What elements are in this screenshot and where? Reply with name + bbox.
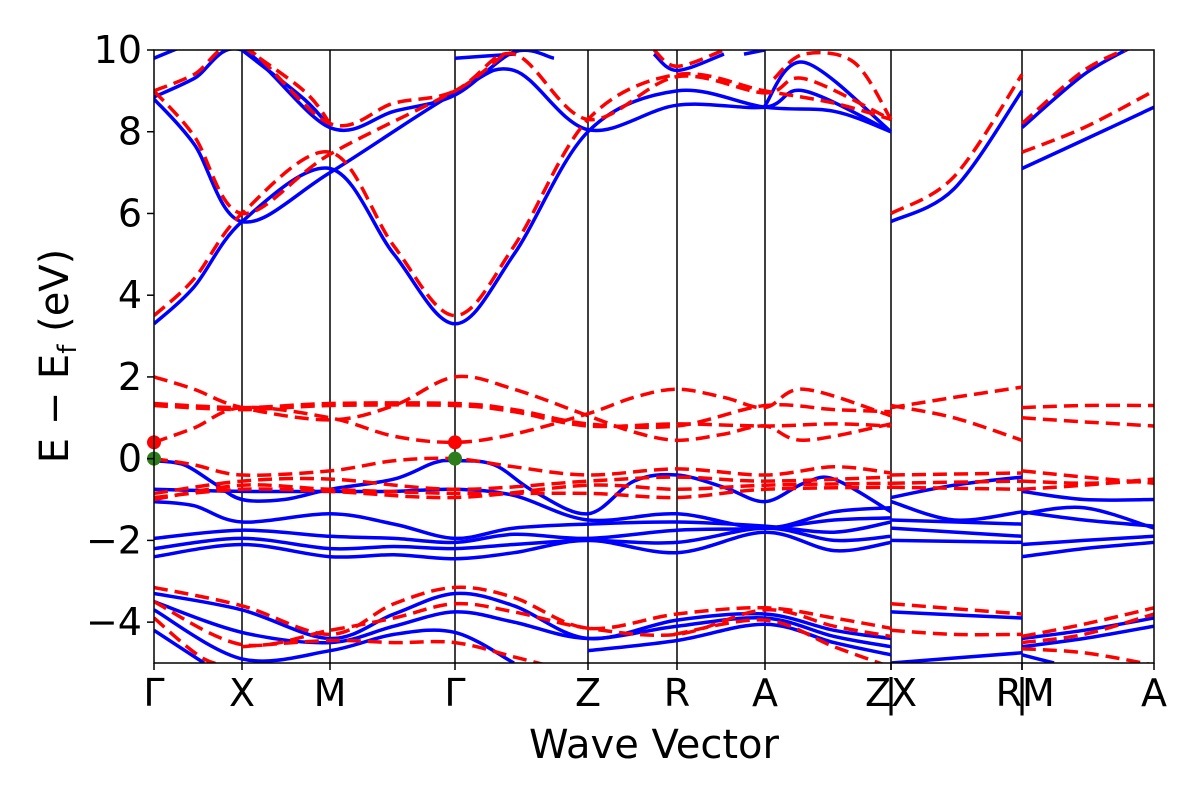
y-axis-label-unit: (eV) (32, 249, 78, 345)
solid-band-2 (154, 499, 892, 541)
x-tick-label-3: Γ (444, 671, 465, 715)
dashed-band-34 (1021, 606, 1154, 639)
dashed-band-0 (154, 387, 892, 445)
solid-band-7 (154, 67, 892, 224)
dashed-band-16 (154, 616, 222, 663)
dashed-band-27 (1021, 89, 1154, 154)
y-ticks: 10 8 6 4 2 0 −2 −4 (86, 28, 154, 644)
x-tick-label-13: A (1141, 671, 1167, 715)
dashed-band-4 (154, 456, 892, 477)
solid-band-12 (652, 52, 725, 73)
solid-band-29 (1020, 50, 1131, 129)
solid-band-24 (890, 526, 1023, 539)
y-tick-label-6: −2 (86, 518, 142, 562)
solid-band-22 (890, 499, 1023, 522)
x-axis-label: Wave Vector (529, 722, 780, 768)
plot-frame (153, 49, 1155, 664)
dashed-band-21 (890, 385, 1023, 410)
y-tick-label-0: 10 (94, 28, 142, 72)
solid-band-32 (1021, 505, 1154, 530)
dashed-band-20 (890, 403, 1023, 442)
high-symmetry-lines (241, 50, 1023, 663)
solid-band-33 (1021, 534, 1154, 547)
x-tick-label-9: X (891, 671, 917, 715)
dashed-band-15 (154, 600, 892, 648)
solid-band-9 (154, 50, 179, 60)
dashed-band-6 (154, 481, 892, 500)
dashed-band-5 (154, 475, 892, 496)
dashed-band-29 (1021, 403, 1154, 410)
solid-band-15 (154, 591, 892, 641)
solid-band-36 (1021, 624, 1154, 649)
x-tick-label-0: Γ (143, 671, 164, 715)
dashed-band-18 (673, 618, 885, 663)
y-tick-label-2: 6 (118, 191, 142, 235)
dashed-band-19 (890, 73, 1024, 216)
solid-band-30 (1021, 489, 1154, 502)
y-tick-label-1: 8 (118, 110, 142, 154)
solid-band-5 (154, 530, 892, 561)
dashed-band-26 (890, 628, 1023, 637)
dashed-band-12 (652, 50, 725, 69)
y-tick-label-5: 0 (118, 437, 142, 481)
solid-band-18 (154, 628, 205, 663)
dashed-band-7 (154, 483, 892, 502)
band-curves (154, 50, 1154, 663)
dashed-band-11 (244, 50, 332, 125)
dashed-band-2 (154, 401, 892, 430)
dashed-band-14 (154, 585, 892, 637)
solid-band-34 (1021, 540, 1154, 559)
solid-band-28 (1021, 105, 1154, 171)
x-tick-label-7: Z (865, 671, 891, 715)
dashed-band-9 (154, 51, 892, 216)
dashed-band-24 (890, 485, 1023, 492)
x-tick-label-12: M (1022, 671, 1055, 715)
y-tick-label-3: 4 (118, 273, 142, 317)
x-tick-label-1: X (229, 671, 255, 715)
y-tick-label-4: 2 (118, 355, 142, 399)
dashed-band-3 (154, 403, 892, 429)
dashed-band-17 (241, 638, 546, 663)
x-tick-label-10: R (996, 671, 1022, 715)
y-axis-label: E − Ef (eV) (32, 249, 83, 464)
dashed-band-33 (1021, 477, 1154, 492)
x-tick-label-11: | (1016, 671, 1029, 716)
y-tick-label-7: −4 (86, 600, 142, 644)
solid-band-21 (890, 475, 1023, 500)
plot-background (154, 50, 1154, 663)
solid-band-20 (890, 89, 1024, 224)
solid-band-27 (890, 651, 1023, 663)
dashed-band-25 (890, 601, 1023, 616)
x-ticks: Γ X M Γ Z R A Z|X R|M A (143, 663, 1167, 716)
y-axis-label-sub: f (53, 344, 83, 354)
solid-band-35 (1021, 616, 1154, 641)
solid-band-19 (587, 622, 892, 657)
x-tick-label-2: M (314, 671, 347, 715)
solid-band-25 (890, 538, 1023, 545)
solid-band-4 (154, 526, 892, 551)
dashed-band-22 (890, 471, 1023, 477)
dashed-band-13 (772, 50, 893, 121)
solid-band-8 (154, 50, 555, 133)
solid-band-3 (154, 516, 892, 545)
solid-band-23 (890, 518, 1023, 526)
dashed-band-30 (1021, 416, 1154, 428)
x-tick-label-8: | (885, 671, 898, 716)
band-edge-marker-3 (448, 451, 462, 466)
x-tick-label-4: Z (575, 671, 601, 715)
y-axis-label-main: E − E (32, 354, 78, 464)
x-tick-label-5: R (664, 671, 690, 715)
solid-band-17 (154, 608, 515, 663)
solid-band-26 (890, 610, 1023, 620)
band-edge-marker-1 (448, 435, 462, 450)
x-tick-label-6: A (752, 671, 778, 715)
band-edge-markers (147, 435, 462, 466)
dashed-band-23 (890, 479, 1023, 485)
